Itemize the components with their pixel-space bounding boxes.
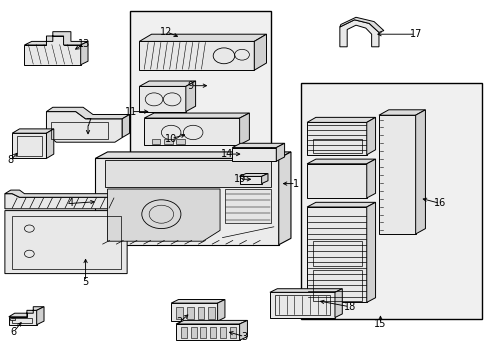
Text: 9: 9: [187, 81, 193, 91]
Polygon shape: [217, 300, 224, 321]
Polygon shape: [239, 174, 267, 176]
Text: 6: 6: [11, 327, 17, 337]
Polygon shape: [366, 202, 375, 302]
Text: 4: 4: [68, 198, 74, 208]
Polygon shape: [171, 300, 224, 303]
Polygon shape: [10, 318, 15, 320]
Polygon shape: [163, 139, 172, 144]
Polygon shape: [46, 129, 54, 158]
Polygon shape: [306, 159, 375, 164]
Polygon shape: [176, 307, 183, 319]
Polygon shape: [278, 152, 290, 245]
Polygon shape: [232, 148, 276, 161]
Text: 10: 10: [164, 134, 177, 144]
Text: 18: 18: [343, 302, 355, 312]
Polygon shape: [107, 189, 220, 241]
Polygon shape: [378, 110, 425, 115]
Text: 11: 11: [124, 107, 137, 117]
Text: 19: 19: [233, 174, 245, 184]
Polygon shape: [139, 86, 185, 112]
Polygon shape: [415, 110, 425, 234]
Polygon shape: [200, 327, 206, 338]
Polygon shape: [139, 34, 266, 41]
Bar: [300, 83, 481, 319]
Text: 2: 2: [176, 317, 182, 327]
Text: 7: 7: [85, 118, 91, 128]
Polygon shape: [306, 207, 366, 302]
Polygon shape: [46, 107, 129, 119]
Text: 13: 13: [78, 39, 90, 49]
Polygon shape: [306, 117, 375, 122]
Polygon shape: [12, 129, 54, 133]
Polygon shape: [306, 122, 366, 155]
Text: 17: 17: [408, 29, 421, 39]
Polygon shape: [232, 143, 284, 148]
Polygon shape: [37, 307, 44, 325]
Polygon shape: [254, 34, 266, 70]
Polygon shape: [144, 113, 249, 118]
Polygon shape: [239, 176, 261, 184]
Polygon shape: [95, 158, 278, 245]
Polygon shape: [151, 139, 160, 144]
Polygon shape: [139, 81, 195, 86]
Polygon shape: [334, 289, 342, 318]
Polygon shape: [269, 289, 342, 292]
Polygon shape: [181, 327, 186, 338]
Polygon shape: [210, 327, 216, 338]
Polygon shape: [122, 114, 129, 138]
Polygon shape: [366, 117, 375, 155]
Polygon shape: [197, 307, 204, 319]
Polygon shape: [185, 81, 195, 112]
Text: 5: 5: [82, 276, 88, 287]
Polygon shape: [176, 139, 184, 144]
Polygon shape: [366, 159, 375, 198]
Text: 14: 14: [221, 149, 233, 159]
Polygon shape: [171, 303, 217, 321]
Polygon shape: [306, 164, 366, 198]
Polygon shape: [139, 41, 254, 70]
Bar: [129, 11, 271, 153]
Polygon shape: [269, 292, 334, 318]
Polygon shape: [306, 202, 375, 207]
Text: 3: 3: [241, 332, 247, 342]
Polygon shape: [190, 327, 196, 338]
Polygon shape: [144, 118, 239, 145]
Text: 8: 8: [8, 155, 14, 165]
Polygon shape: [5, 211, 127, 274]
Polygon shape: [239, 320, 247, 340]
Polygon shape: [81, 41, 88, 65]
Text: 1: 1: [292, 179, 298, 189]
Polygon shape: [5, 194, 122, 209]
Polygon shape: [378, 115, 415, 234]
Polygon shape: [176, 324, 239, 340]
Polygon shape: [24, 32, 88, 45]
Polygon shape: [239, 113, 249, 145]
Polygon shape: [261, 174, 267, 184]
Polygon shape: [276, 143, 284, 161]
Text: 12: 12: [160, 27, 172, 37]
Polygon shape: [95, 152, 290, 158]
Polygon shape: [176, 320, 247, 324]
Polygon shape: [229, 327, 235, 338]
Polygon shape: [208, 307, 215, 319]
Text: 16: 16: [433, 198, 446, 208]
Polygon shape: [339, 20, 378, 47]
Polygon shape: [24, 36, 81, 65]
Polygon shape: [46, 112, 122, 142]
Polygon shape: [339, 17, 383, 32]
Polygon shape: [12, 133, 46, 158]
Polygon shape: [9, 307, 44, 317]
Polygon shape: [224, 189, 271, 223]
Polygon shape: [5, 190, 129, 197]
Polygon shape: [220, 327, 225, 338]
Polygon shape: [186, 307, 193, 319]
Polygon shape: [105, 160, 271, 187]
Polygon shape: [9, 310, 37, 325]
Text: 15: 15: [373, 319, 386, 329]
